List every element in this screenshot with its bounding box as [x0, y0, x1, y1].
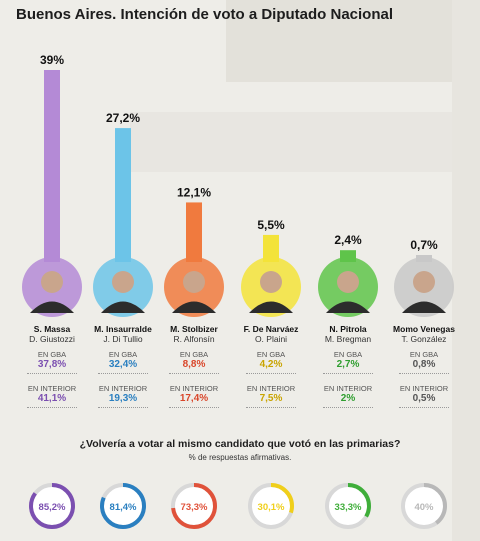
gba-value: 37,8%: [37, 359, 67, 370]
donut-arc: [401, 483, 447, 529]
donut-value-label: 81,4%: [110, 502, 137, 513]
donut-arc: [171, 483, 217, 529]
candidate-name: M. Stolbizer: [170, 324, 218, 334]
question-subtitle: % de respuestas afirmativas.: [188, 453, 292, 462]
bar: [263, 234, 279, 262]
interior-label: EN INTERIOR: [246, 384, 296, 393]
donut-arc: [248, 483, 294, 529]
chart-title: Buenos Aires. Intención de voto a Diputa…: [16, 6, 393, 30]
portrait-face: [112, 271, 134, 293]
candidate-second: D. Giustozzi: [29, 334, 75, 344]
gba-label: EN GBA: [108, 350, 138, 359]
question-title: ¿Volvería a votar al mismo candidato que…: [79, 438, 401, 450]
donut-arc: [325, 483, 371, 529]
gba-value: 32,4%: [108, 359, 138, 370]
portrait-face: [260, 271, 282, 293]
bar: [44, 70, 60, 262]
bar-value-label: 27,2%: [106, 111, 140, 125]
donut-value-label: 85,2%: [39, 502, 66, 513]
interior-value: 41,1%: [37, 393, 67, 404]
donut-arc: [29, 483, 75, 529]
gba-label: EN GBA: [256, 350, 286, 359]
separator: [399, 407, 449, 408]
separator: [27, 373, 77, 374]
portrait-suit: [101, 301, 145, 313]
candidate-column: N. Pitrola M. Bregman EN GBA 2,7% EN INTERIO…: [309, 324, 387, 408]
bar-value-label: 0,7%: [410, 238, 438, 252]
gba-label: EN GBA: [37, 350, 67, 359]
candidate-column: M. Stolbizer R. Alfonsín EN GBA 8,8% EN INTE…: [155, 324, 233, 408]
gba-value: 8,8%: [182, 359, 206, 370]
candidate-second: T. González: [401, 334, 447, 344]
donut-value-label: 40%: [414, 502, 434, 513]
gba-value: 0,8%: [412, 359, 436, 370]
separator: [399, 373, 449, 374]
candidate-name: N. Pitrola: [329, 324, 367, 334]
gba-label: EN GBA: [409, 350, 439, 359]
interior-label: EN INTERIOR: [98, 384, 148, 393]
donut-value-label: 73,3%: [181, 502, 208, 513]
portrait-suit: [249, 301, 293, 313]
donut-arc: [100, 483, 146, 529]
interior-value: 0,5%: [412, 393, 436, 404]
bar: [115, 128, 131, 262]
interior-value: 2%: [340, 393, 356, 404]
gba-value: 4,2%: [259, 359, 283, 370]
candidate-name: M. Insaurralde: [94, 324, 152, 334]
separator: [169, 407, 219, 408]
candidate-name: S. Massa: [33, 324, 71, 334]
bar-value-label: 5,5%: [257, 218, 285, 232]
interior-value: 19,3%: [108, 393, 138, 404]
candidate-column: Momo Venegas T. González EN GBA 0,8% EN INTE…: [385, 324, 463, 408]
candidate-name: Momo Venegas: [393, 324, 455, 334]
separator: [246, 373, 296, 374]
interior-label: EN INTERIOR: [169, 384, 219, 393]
portrait-suit: [402, 301, 446, 313]
gba-value: 2,7%: [336, 359, 360, 370]
interior-label: EN INTERIOR: [399, 384, 449, 393]
portrait-suit: [30, 301, 74, 313]
separator: [323, 373, 373, 374]
gba-label: EN GBA: [333, 350, 363, 359]
candidate-column: M. Insaurralde J. Di Tullio EN GBA 32,4% EN …: [84, 324, 162, 408]
bar-value-label: 12,1%: [177, 185, 211, 199]
candidate-second: R. Alfonsín: [173, 334, 215, 344]
portrait-face: [337, 271, 359, 293]
separator: [323, 407, 373, 408]
candidate-column: S. Massa D. Giustozzi EN GBA 37,8% EN INTERI…: [13, 324, 91, 408]
separator: [98, 373, 148, 374]
separator: [27, 407, 77, 408]
bar: [186, 202, 202, 262]
candidate-name: F. De Narváez: [243, 324, 299, 334]
interior-value: 17,4%: [179, 393, 209, 404]
interior-value: 7,5%: [259, 393, 283, 404]
portrait-suit: [172, 301, 216, 313]
separator: [98, 407, 148, 408]
bar-value-label: 39%: [40, 53, 64, 67]
gba-label: EN GBA: [179, 350, 209, 359]
portrait-face: [183, 271, 205, 293]
interior-label: EN INTERIOR: [323, 384, 373, 393]
title-main: Intención de voto a Diputado Nacional: [120, 6, 394, 23]
separator: [246, 407, 296, 408]
donut-value-label: 30,1%: [258, 502, 285, 513]
candidate-second: M. Bregman: [324, 334, 372, 344]
donut-value-label: 33,3%: [335, 502, 362, 513]
portrait-face: [41, 271, 63, 293]
candidate-second: O. Plaini: [254, 334, 288, 344]
bar: [340, 250, 356, 262]
candidate-second: J. Di Tullio: [103, 334, 143, 344]
separator: [169, 373, 219, 374]
portrait-face: [413, 271, 435, 293]
portrait-suit: [326, 301, 370, 313]
title-location: Buenos Aires.: [16, 6, 117, 23]
bar-value-label: 2,4%: [334, 233, 362, 247]
interior-label: EN INTERIOR: [27, 384, 77, 393]
candidate-column: F. De Narváez O. Plaini EN GBA 4,2% EN INTER…: [232, 324, 310, 408]
